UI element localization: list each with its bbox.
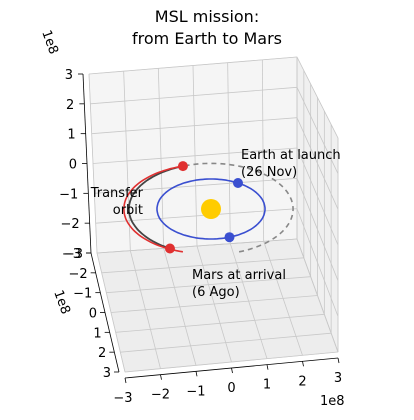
sun-marker — [201, 199, 221, 219]
x-tick — [124, 377, 127, 384]
plot-area — [123, 161, 294, 254]
z-tick-label: −3 — [62, 247, 81, 262]
z-offset-label: 1e8 — [38, 28, 60, 56]
z-tick-label: 2 — [66, 98, 74, 113]
chart-title-line-1: MSL mission: — [155, 7, 259, 26]
mars-launch-marker — [177, 161, 188, 172]
floor-pane — [96, 238, 339, 373]
mars-arrival-annotation: Mars at arrival (6 Ago) — [192, 268, 286, 300]
z-tick-label: −1 — [59, 187, 78, 202]
x-tick — [266, 364, 269, 370]
y-tick-label: 1 — [93, 326, 101, 341]
x-tick — [302, 361, 304, 367]
chart-title-line-2: from Earth to Mars — [132, 29, 282, 48]
transfer-orbit-annotation: Transfer orbit — [90, 186, 144, 218]
x-tick-label: 2 — [298, 374, 306, 389]
x-offset-label: 1e8 — [320, 394, 345, 409]
back-grid-line — [88, 56, 298, 75]
z-tick-label: 1 — [67, 128, 75, 143]
mars-orbit-solid — [128, 165, 184, 250]
y-tick-label: 2 — [98, 346, 106, 361]
x-tick — [231, 367, 233, 374]
y-tick-label: 0 — [89, 307, 97, 322]
z-tick-label: −2 — [60, 217, 79, 232]
x-tick-label: 3 — [334, 371, 342, 386]
x-tick-label: −2 — [151, 388, 170, 403]
floor-grid-line — [96, 238, 298, 254]
x-tick — [160, 374, 162, 380]
back-grid-line — [261, 59, 265, 242]
y-tick-label: 3 — [103, 366, 111, 381]
earth-launch-annotation: Earth at launch (26 Nov) — [241, 148, 341, 180]
floor-grid-line — [296, 238, 339, 353]
x-tick-label: −1 — [186, 384, 205, 399]
z-tick-label: 3 — [65, 68, 73, 83]
y-tick-label: −3 — [64, 247, 83, 262]
y-tick-label: −2 — [68, 267, 87, 282]
x-tick-label: 0 — [227, 381, 235, 396]
mars-arrival-marker — [164, 243, 175, 254]
x-tick — [195, 371, 198, 377]
axes-grid — [88, 56, 339, 373]
y-tick-label: −1 — [73, 287, 92, 302]
y-offset-label: 1e8 — [50, 288, 72, 316]
earth-arrival-marker — [224, 232, 235, 243]
x-tick-label: −3 — [113, 391, 132, 406]
earth-orbit — [156, 178, 266, 240]
right-grid-line — [296, 56, 339, 139]
z-tick-label: 0 — [69, 158, 77, 173]
x-tick-label: 1 — [263, 378, 271, 393]
floor-grid-line — [263, 241, 303, 356]
x-tick — [337, 357, 340, 364]
earth-launch-marker — [233, 178, 243, 189]
mars-orbit-dashed — [182, 162, 294, 253]
transfer-orbit — [123, 165, 184, 253]
annotations: Earth at launch (26 Nov) Mars at arrival (6… — [90, 148, 341, 300]
